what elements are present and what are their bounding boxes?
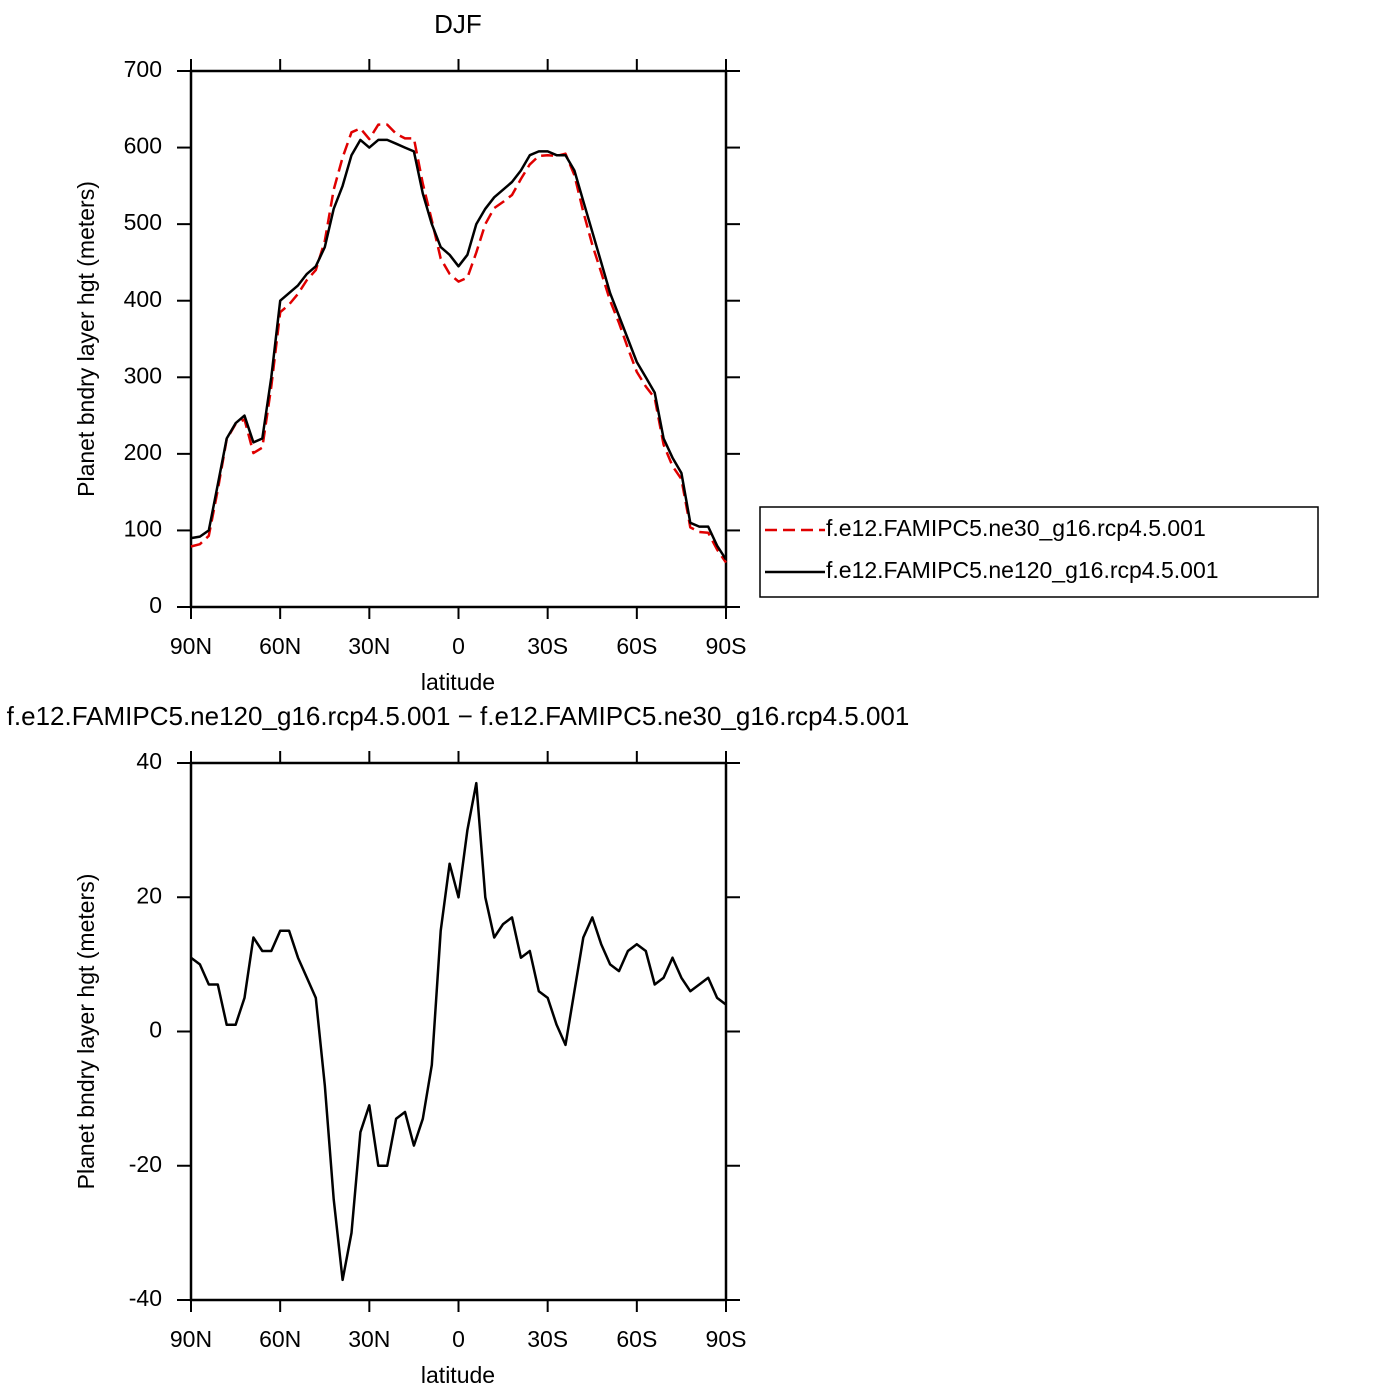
y-tick-label: 700: [124, 56, 162, 82]
y-tick-label: 400: [124, 286, 162, 312]
y-tick-label: 500: [124, 209, 162, 235]
y-tick-label: -40: [129, 1285, 162, 1311]
series-line: [190, 138, 728, 561]
y-tick-label: 0: [149, 592, 162, 618]
y-tick-label: 100: [124, 516, 162, 542]
x-tick-label: 90S: [706, 1326, 747, 1352]
series-line: [190, 123, 728, 564]
chart-title: DJF: [434, 9, 482, 39]
x-tick-label: 90S: [706, 633, 747, 659]
y-tick-label: 0: [149, 1017, 162, 1043]
legend-box: [759, 506, 1319, 598]
x-tick-label: 60N: [259, 1326, 301, 1352]
y-axis-label: Planet bndry layer hgt (meters): [73, 181, 99, 497]
y-tick-label: 20: [136, 882, 162, 908]
y-tick-label: 600: [124, 133, 162, 159]
x-tick-label: 30S: [527, 1326, 568, 1352]
y-tick-label: 300: [124, 362, 162, 388]
chart-title: f.e12.FAMIPC5.ne120_g16.rcp4.5.001 − f.e…: [7, 701, 910, 731]
x-tick-label: 30N: [348, 633, 390, 659]
y-axis-label: Planet bndry layer hgt (meters): [73, 874, 99, 1190]
y-tick-label: 200: [124, 439, 162, 465]
x-tick-label: 0: [452, 1326, 465, 1352]
plot-frame: [189, 69, 728, 609]
series-line: [190, 781, 727, 1282]
x-tick-label: 90N: [170, 633, 212, 659]
plot-frame: [189, 761, 728, 1302]
legend-label: f.e12.FAMIPC5.ne120_g16.rcp4.5.001: [826, 557, 1219, 583]
x-axis-label: latitude: [421, 1362, 495, 1388]
y-tick-label: -20: [129, 1151, 162, 1177]
x-tick-label: 0: [452, 633, 465, 659]
x-tick-label: 60N: [259, 633, 301, 659]
x-tick-label: 60S: [616, 1326, 657, 1352]
x-axis-label: latitude: [421, 669, 495, 695]
x-tick-label: 30S: [527, 633, 568, 659]
y-tick-label: 40: [136, 748, 162, 774]
x-tick-label: 90N: [170, 1326, 212, 1352]
legend-label: f.e12.FAMIPC5.ne30_g16.rcp4.5.001: [826, 515, 1206, 541]
x-tick-label: 30N: [348, 1326, 390, 1352]
x-tick-label: 60S: [616, 633, 657, 659]
